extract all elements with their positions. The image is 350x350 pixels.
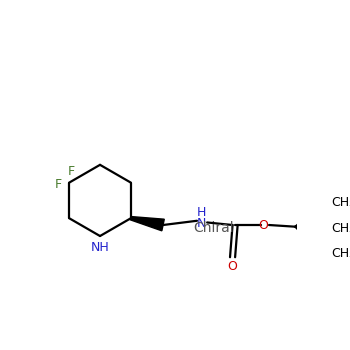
Text: F: F [55, 178, 62, 191]
Text: CH₃: CH₃ [331, 222, 350, 235]
Text: H: H [196, 206, 206, 219]
Text: N: N [196, 217, 206, 230]
Polygon shape [131, 217, 164, 231]
Text: CH₃: CH₃ [331, 247, 350, 260]
Text: Chiral: Chiral [193, 222, 234, 236]
Text: O: O [228, 260, 238, 273]
Text: F: F [67, 165, 75, 178]
Text: NH: NH [91, 240, 110, 253]
Text: O: O [258, 218, 268, 231]
Text: CH₃: CH₃ [331, 196, 350, 209]
